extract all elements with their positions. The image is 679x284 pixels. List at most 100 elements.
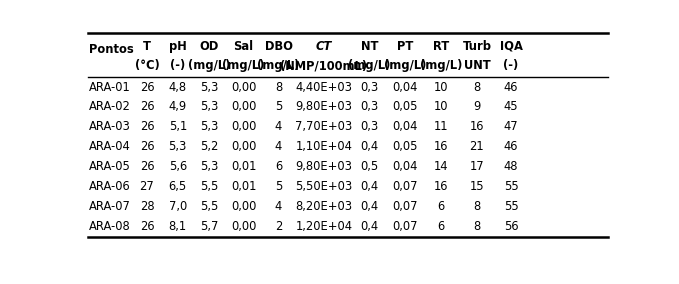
- Text: 0,4: 0,4: [361, 200, 379, 213]
- Text: 8: 8: [473, 200, 481, 213]
- Text: 26: 26: [140, 220, 154, 233]
- Text: 21: 21: [470, 140, 484, 153]
- Text: 0,4: 0,4: [361, 180, 379, 193]
- Text: 5,50E+03: 5,50E+03: [295, 180, 352, 193]
- Text: 8,20E+03: 8,20E+03: [295, 200, 352, 213]
- Text: 5,3: 5,3: [200, 160, 219, 173]
- Text: 0,00: 0,00: [231, 200, 256, 213]
- Text: 8: 8: [275, 81, 282, 93]
- Text: (-): (-): [504, 59, 519, 72]
- Text: ARA-04: ARA-04: [88, 140, 130, 153]
- Text: 45: 45: [504, 101, 519, 114]
- Text: 0,07: 0,07: [392, 220, 418, 233]
- Text: 0,00: 0,00: [231, 140, 256, 153]
- Text: 7,0: 7,0: [168, 200, 187, 213]
- Text: ARA-06: ARA-06: [88, 180, 130, 193]
- Text: 10: 10: [434, 101, 448, 114]
- Text: 6: 6: [437, 200, 445, 213]
- Text: 10: 10: [434, 81, 448, 93]
- Text: 8,1: 8,1: [168, 220, 187, 233]
- Text: ARA-07: ARA-07: [88, 200, 130, 213]
- Text: 0,04: 0,04: [392, 81, 418, 93]
- Text: 9,80E+03: 9,80E+03: [295, 160, 352, 173]
- Text: (mg/L): (mg/L): [222, 59, 265, 72]
- Text: RT: RT: [433, 39, 449, 53]
- Text: 6: 6: [275, 160, 282, 173]
- Text: 0,3: 0,3: [361, 81, 379, 93]
- Text: 8: 8: [473, 220, 481, 233]
- Text: 4,40E+03: 4,40E+03: [295, 81, 352, 93]
- Text: (mg/L): (mg/L): [257, 59, 299, 72]
- Text: 0,3: 0,3: [361, 101, 379, 114]
- Text: (mg/L): (mg/L): [188, 59, 230, 72]
- Text: 5,3: 5,3: [200, 81, 219, 93]
- Text: 26: 26: [140, 160, 154, 173]
- Text: 9,80E+03: 9,80E+03: [295, 101, 352, 114]
- Text: (mg/L): (mg/L): [420, 59, 462, 72]
- Text: 27: 27: [140, 180, 154, 193]
- Text: 4: 4: [275, 120, 282, 133]
- Text: pH: pH: [169, 39, 187, 53]
- Text: UNT: UNT: [464, 59, 490, 72]
- Text: ARA-02: ARA-02: [88, 101, 130, 114]
- Text: 55: 55: [504, 180, 519, 193]
- Text: 26: 26: [140, 140, 154, 153]
- Text: 0,01: 0,01: [231, 180, 256, 193]
- Text: ARA-01: ARA-01: [88, 81, 130, 93]
- Text: 5,1: 5,1: [168, 120, 187, 133]
- Text: 56: 56: [504, 220, 519, 233]
- Text: 4: 4: [275, 140, 282, 153]
- Text: 5: 5: [275, 101, 282, 114]
- Text: 55: 55: [504, 200, 519, 213]
- Text: 46: 46: [504, 140, 518, 153]
- Text: 0,00: 0,00: [231, 220, 256, 233]
- Text: (°C): (°C): [134, 59, 160, 72]
- Text: DBO: DBO: [265, 39, 293, 53]
- Text: 1,10E+04: 1,10E+04: [295, 140, 352, 153]
- Text: 0,05: 0,05: [392, 101, 418, 114]
- Text: ARA-03: ARA-03: [88, 120, 130, 133]
- Text: 5,5: 5,5: [200, 180, 219, 193]
- Text: 5,3: 5,3: [168, 140, 187, 153]
- Text: PT: PT: [397, 39, 414, 53]
- Text: 4,8: 4,8: [168, 81, 187, 93]
- Text: 0,07: 0,07: [392, 200, 418, 213]
- Text: 5,7: 5,7: [200, 220, 219, 233]
- Text: 26: 26: [140, 120, 154, 133]
- Text: OD: OD: [200, 39, 219, 53]
- Text: 5,2: 5,2: [200, 140, 219, 153]
- Text: ARA-08: ARA-08: [88, 220, 130, 233]
- Text: 0,5: 0,5: [361, 160, 379, 173]
- Text: 15: 15: [470, 180, 484, 193]
- Text: 5: 5: [275, 180, 282, 193]
- Text: 0,00: 0,00: [231, 101, 256, 114]
- Text: CT: CT: [316, 39, 332, 53]
- Text: 4: 4: [275, 200, 282, 213]
- Text: 16: 16: [434, 140, 448, 153]
- Text: 26: 26: [140, 81, 154, 93]
- Text: 1,20E+04: 1,20E+04: [295, 220, 352, 233]
- Text: (mg/L): (mg/L): [384, 59, 426, 72]
- Text: (NMP/100mL): (NMP/100mL): [280, 59, 367, 72]
- Text: 0,04: 0,04: [392, 160, 418, 173]
- Text: 0,01: 0,01: [231, 160, 256, 173]
- Text: Pontos: Pontos: [88, 43, 133, 56]
- Text: Turb: Turb: [462, 39, 492, 53]
- Text: 6,5: 6,5: [168, 180, 187, 193]
- Text: 16: 16: [434, 180, 448, 193]
- Text: 17: 17: [470, 160, 484, 173]
- Text: 5,3: 5,3: [200, 101, 219, 114]
- Text: 0,05: 0,05: [392, 140, 418, 153]
- Text: (-): (-): [170, 59, 185, 72]
- Text: 0,07: 0,07: [392, 180, 418, 193]
- Text: T: T: [143, 39, 151, 53]
- Text: 28: 28: [140, 200, 154, 213]
- Text: IQA: IQA: [500, 39, 523, 53]
- Text: 47: 47: [504, 120, 519, 133]
- Text: 9: 9: [473, 101, 481, 114]
- Text: 14: 14: [434, 160, 448, 173]
- Text: 0,04: 0,04: [392, 120, 418, 133]
- Text: Sal: Sal: [234, 39, 253, 53]
- Text: 7,70E+03: 7,70E+03: [295, 120, 352, 133]
- Text: ARA-05: ARA-05: [88, 160, 130, 173]
